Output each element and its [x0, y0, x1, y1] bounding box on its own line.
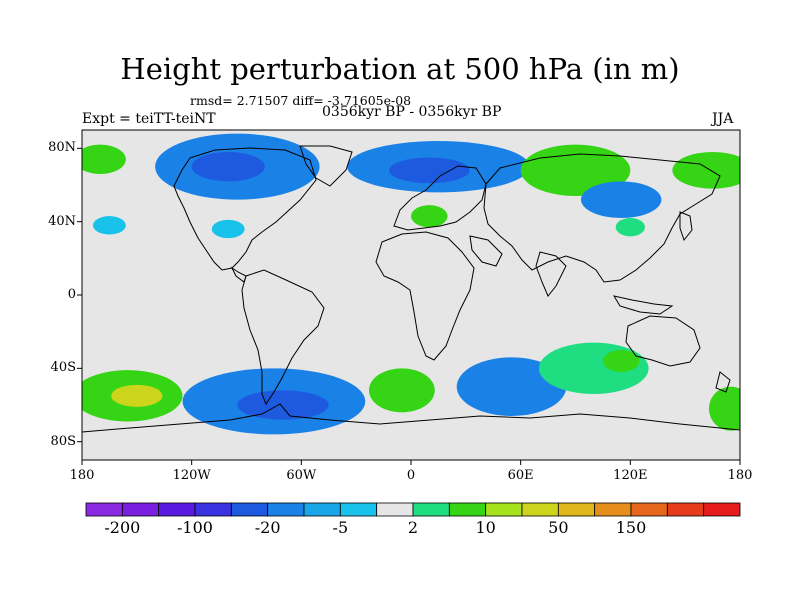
colorbar-swatch — [339, 502, 378, 517]
colorbar-label: -20 — [254, 518, 281, 537]
colorbar-label: -5 — [332, 518, 349, 537]
colorbar-swatch — [121, 502, 160, 517]
lon-tick-label: 120W — [172, 468, 211, 483]
anomaly-atlantic-small-low — [211, 219, 245, 239]
coast-new-zealand — [715, 371, 731, 393]
coast-arabia — [469, 235, 503, 267]
coast-japan — [679, 211, 693, 242]
colorbar-swatch — [666, 502, 705, 517]
anomaly-s-pacific-core — [111, 384, 163, 407]
anomaly-pacific-small-low — [92, 216, 126, 235]
anomaly-kamchatka-green — [672, 152, 740, 189]
colorbar-label: 10 — [475, 518, 496, 537]
colorbar-swatch — [521, 502, 559, 517]
colorbar-swatch — [630, 502, 668, 517]
coast-antarctica — [82, 403, 740, 433]
colorbar-label: 50 — [548, 518, 569, 537]
colorbar-swatch — [557, 502, 596, 517]
colorbar — [85, 502, 741, 517]
coast-south-america — [241, 269, 325, 406]
stats-line: rmsd= 2.71507 diff= -3.71605e-08 — [190, 93, 412, 108]
anomaly-s-atlantic-high — [368, 368, 435, 413]
anomaly-canada-arctic-core — [191, 152, 265, 182]
colorbar-swatch — [485, 502, 523, 517]
colorbar-swatch — [194, 502, 232, 517]
anomaly-china-green — [615, 218, 645, 237]
coast-africa — [375, 231, 475, 361]
coast-india — [535, 251, 567, 297]
colorbar-swatch — [594, 502, 632, 517]
colorbar-swatch — [703, 502, 741, 517]
anomaly-nw-pacific-arctic-green — [82, 144, 126, 174]
colorbar-label: 2 — [407, 518, 419, 537]
colorbar-swatch — [448, 502, 487, 517]
anomaly-europe-green — [411, 205, 448, 228]
lat-tick-label: 80S — [50, 433, 76, 449]
lat-tick-label: 80N — [48, 140, 76, 156]
season-label: JJA — [712, 111, 734, 127]
period-label: 0356kyr BP - 0356kyr BP — [322, 104, 502, 120]
lat-tick-label: 0 — [67, 287, 76, 302]
lon-tick-label: 60E — [507, 468, 534, 483]
lat-tick-label: 40N — [48, 213, 76, 229]
colorbar-swatch — [303, 502, 341, 517]
axis-ticks — [77, 147, 741, 465]
colorbar-swatch — [230, 502, 269, 517]
coast-central-america — [230, 266, 247, 283]
coast-north-america — [173, 147, 317, 271]
lon-tick-label: 60W — [286, 468, 317, 483]
colorbar-label: -200 — [104, 518, 141, 537]
colorbar-swatch — [158, 502, 196, 517]
lon-tick-label: 0 — [406, 468, 416, 483]
coast-indonesia — [612, 295, 674, 315]
colorbar-label: -100 — [177, 518, 213, 537]
coast-australia — [625, 315, 701, 367]
anomaly-east-asia-low — [580, 181, 662, 219]
experiment-label: Expt = teiTT-teiNT — [82, 111, 216, 127]
anomaly-indian-ocean-low — [456, 357, 567, 416]
colorbar-label: 150 — [615, 518, 647, 537]
coastlines — [82, 145, 740, 433]
coast-greenland — [299, 145, 353, 187]
colorbar-swatch — [267, 502, 305, 517]
anomaly-sw-pacific-green — [708, 386, 740, 431]
colorbar-swatch — [376, 502, 414, 517]
colorbar-swatch — [412, 502, 450, 517]
anomaly-australia-green — [602, 350, 640, 372]
colorbar-swatch — [85, 502, 123, 517]
anomaly-antarctic-pen-core — [237, 390, 329, 420]
anomaly-eurasia-arctic-core — [389, 157, 470, 184]
lon-tick-label: 180 — [69, 468, 95, 483]
anomaly-field — [82, 133, 740, 435]
map-title: Height perturbation at 500 hPa (in m) — [120, 52, 680, 86]
coast-asia — [483, 153, 721, 283]
lon-tick-label: 180 — [727, 468, 753, 483]
lon-tick-label: 120E — [613, 468, 648, 483]
lat-tick-label: 40S — [50, 360, 76, 376]
